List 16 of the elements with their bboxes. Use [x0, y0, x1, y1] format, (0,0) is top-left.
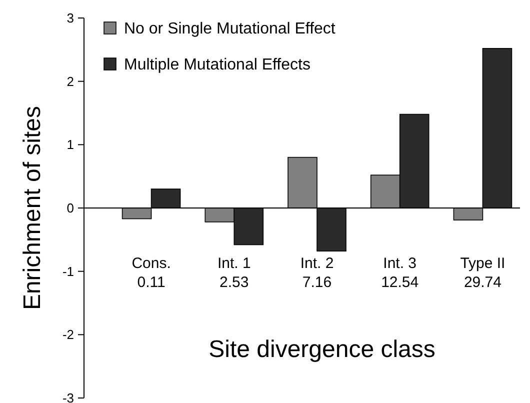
- y-axis-title: Enrichment of sites: [19, 106, 46, 310]
- y-tick-label: -3: [62, 390, 74, 403]
- y-tick-label: -1: [62, 264, 74, 279]
- x-tick-label: Int. 1 2.53: [217, 255, 251, 292]
- x-axis-title: Site divergence class: [208, 336, 436, 363]
- legend-label: Multiple Mutational Effects: [124, 56, 310, 74]
- y-tick-label: 1: [66, 137, 74, 152]
- legend-label: No or Single Mutational Effect: [124, 20, 336, 38]
- y-tick-label: 3: [66, 10, 74, 26]
- x-tick-label: Int. 2 7.16: [300, 255, 334, 292]
- y-tick-label: 0: [66, 200, 74, 216]
- x-tick-label: Type II 29.74: [460, 255, 506, 292]
- x-tick-label: Int. 3 12.54: [381, 255, 419, 292]
- y-tick-label: 2: [66, 74, 74, 89]
- y-tick-label: -2: [62, 327, 74, 342]
- x-tick-label: Cons. 0.11: [132, 255, 171, 292]
